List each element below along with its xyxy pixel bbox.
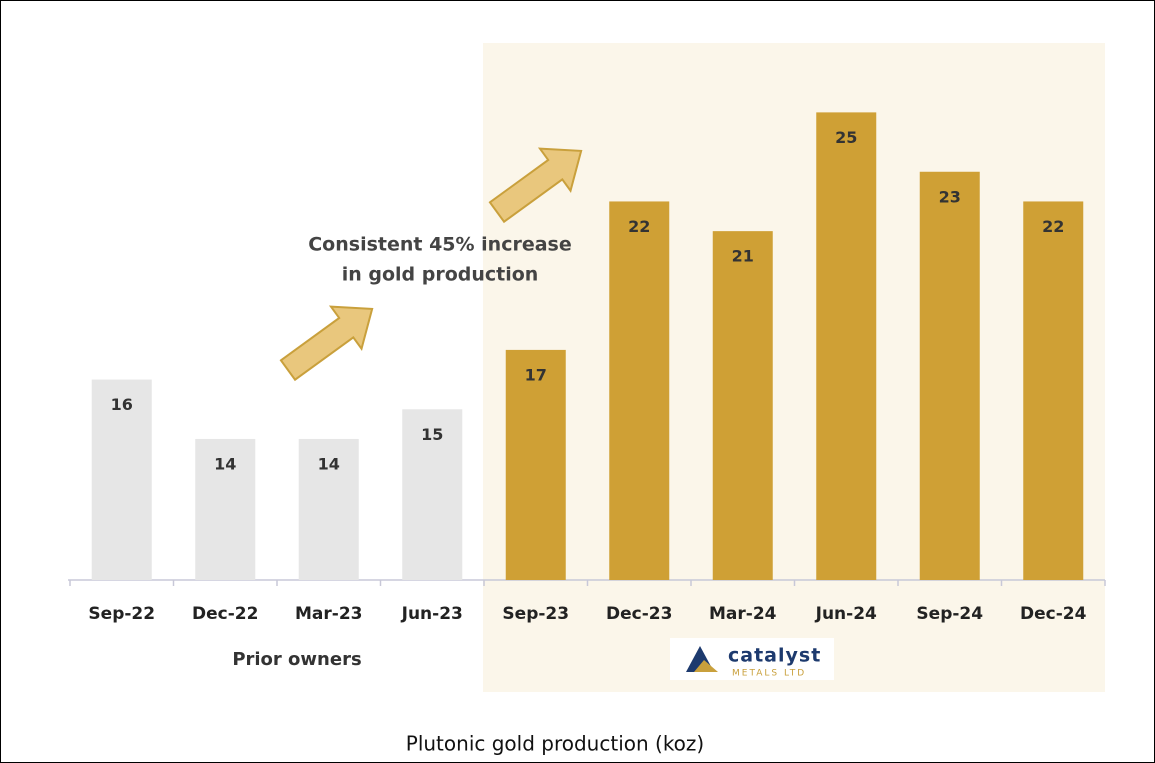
value-label: 23: [939, 187, 961, 206]
arrow: [488, 147, 583, 224]
bar: [402, 409, 463, 580]
group-label: Prior owners: [232, 649, 361, 670]
value-label: 14: [318, 454, 340, 473]
x-tick-label: Sep-24: [916, 604, 983, 624]
value-label: 15: [421, 425, 443, 444]
logo-name: catalyst: [728, 645, 821, 667]
x-tick-label: Mar-23: [295, 604, 363, 624]
bar: [609, 201, 670, 581]
x-tick-label: Mar-24: [709, 604, 777, 624]
value-label: 25: [835, 128, 857, 147]
value-label: 14: [214, 454, 236, 473]
x-tick-label: Jun-23: [401, 604, 463, 624]
x-tick-label: Jun-24: [815, 604, 877, 624]
bar: [505, 349, 566, 580]
logo-tagline: METALS LTD: [732, 669, 806, 679]
highlight-region: [483, 43, 1105, 692]
bar: [816, 112, 877, 580]
annotation: in gold production: [342, 264, 539, 286]
value-label: 16: [111, 395, 133, 414]
bar: [298, 438, 359, 580]
value-label: 22: [628, 217, 650, 236]
logo: catalyst METALS LTD: [670, 638, 834, 680]
x-tick-label: Dec-23: [606, 604, 672, 624]
arrow: [279, 305, 374, 382]
value-label: 17: [525, 365, 547, 384]
bar: [712, 231, 773, 580]
bar: [1023, 201, 1084, 581]
x-tick-label: Sep-23: [502, 604, 569, 624]
bar: [91, 379, 152, 580]
x-tick-label: Dec-22: [192, 604, 258, 624]
x-tick-label: Dec-24: [1020, 604, 1087, 624]
bar: [195, 438, 256, 580]
value-label: 21: [732, 247, 754, 266]
bar: [919, 171, 980, 580]
value-label: 22: [1042, 217, 1064, 236]
chart-title: Plutonic gold production (koz): [406, 732, 704, 756]
annotation: Consistent 45% increase: [308, 234, 572, 256]
x-tick-label: Sep-22: [88, 604, 155, 624]
